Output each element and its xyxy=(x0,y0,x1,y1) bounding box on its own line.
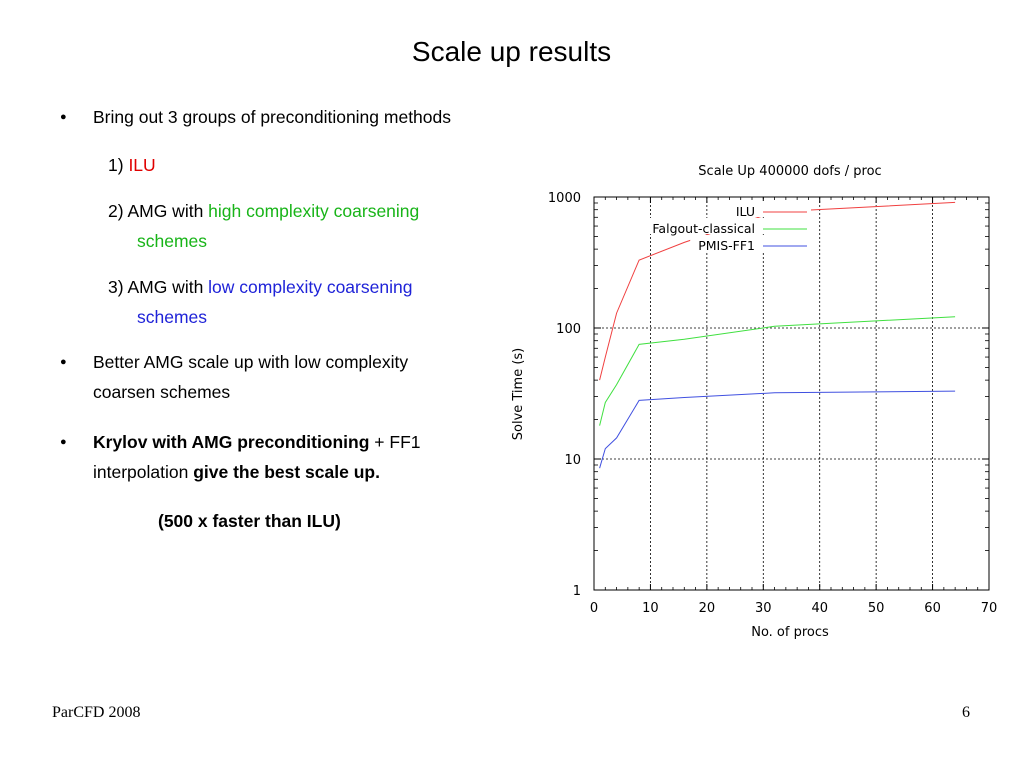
series-line-pmis-ff1 xyxy=(599,390,956,469)
x-axis-label: No. of procs xyxy=(751,625,829,640)
y-tick-label: 100 xyxy=(556,322,581,337)
bullet-3-line-1: Krylov with AMG preconditioning + FF1 xyxy=(93,431,421,453)
x-tick-label: 10 xyxy=(642,601,659,616)
y-tick-label: 1000 xyxy=(548,191,581,206)
legend-background xyxy=(690,235,811,251)
series-line-falgout-classical xyxy=(599,316,956,426)
bullet-1-text: Bring out 3 groups of preconditioning me… xyxy=(93,107,452,127)
item-2-cont: schemes xyxy=(137,231,208,251)
bullet-3-line-2: interpolation give the best scale up. xyxy=(93,461,380,483)
x-tick-label: 40 xyxy=(811,601,828,616)
footer-conference: ParCFD 2008 xyxy=(52,704,141,721)
bullet-2-line-1: Better AMG scale up with low complexity xyxy=(93,352,409,372)
y-tick-label: 1 xyxy=(573,584,581,599)
legend-label: ILU xyxy=(736,204,755,219)
bullet-3-plain-2: interpolation xyxy=(93,462,194,482)
x-tick-label: 0 xyxy=(590,601,598,616)
bullet-3-bold-2: give the best scale up. xyxy=(193,462,380,482)
page-number: 6 xyxy=(962,704,970,721)
legend-label: Falgout-classical xyxy=(652,221,755,236)
x-tick-label: 20 xyxy=(699,601,716,616)
item-2: 2) AMG with high complexity coarsening xyxy=(108,200,419,222)
bullet-dot: ● xyxy=(60,436,67,448)
item-3-cont: schemes xyxy=(137,307,208,327)
item-3-prefix: 3) AMG with xyxy=(108,277,209,297)
item-2-colored: high complexity coarsening xyxy=(208,201,420,221)
x-tick-label: 30 xyxy=(755,601,772,616)
item-2-prefix: 2) AMG with xyxy=(108,201,209,221)
bullet-dot: ● xyxy=(60,111,67,123)
item-3-colored: low complexity coarsening xyxy=(208,277,413,297)
plot-frame xyxy=(593,196,990,591)
legend-label: PMIS-FF1 xyxy=(698,238,755,253)
bullet-3-bold-1: Krylov with AMG preconditioning xyxy=(93,432,370,452)
slide-title: Scale up results xyxy=(411,36,612,67)
x-tick-label: 50 xyxy=(868,601,885,616)
item-1-prefix: 1) xyxy=(108,155,129,175)
item-1: 1) ILU xyxy=(108,154,156,176)
legend-background xyxy=(728,201,811,217)
x-tick-label: 60 xyxy=(924,601,941,616)
x-tick-label: 70 xyxy=(981,601,998,616)
y-axis-label: Solve Time (s) xyxy=(511,348,526,441)
chart-title: Scale Up 400000 dofs / proc xyxy=(698,164,881,179)
item-1-ilu: ILU xyxy=(128,155,156,175)
bullet-dot: ● xyxy=(60,356,67,368)
item-3: 3) AMG with low complexity coarsening xyxy=(108,276,412,298)
bullet-2-line-2: coarsen schemes xyxy=(93,382,231,402)
speedup-note: (500 x faster than ILU) xyxy=(158,511,341,531)
y-tick-label: 10 xyxy=(564,453,581,468)
bullet-3-plain-1: + FF1 xyxy=(369,432,421,452)
legend-background xyxy=(621,218,811,234)
